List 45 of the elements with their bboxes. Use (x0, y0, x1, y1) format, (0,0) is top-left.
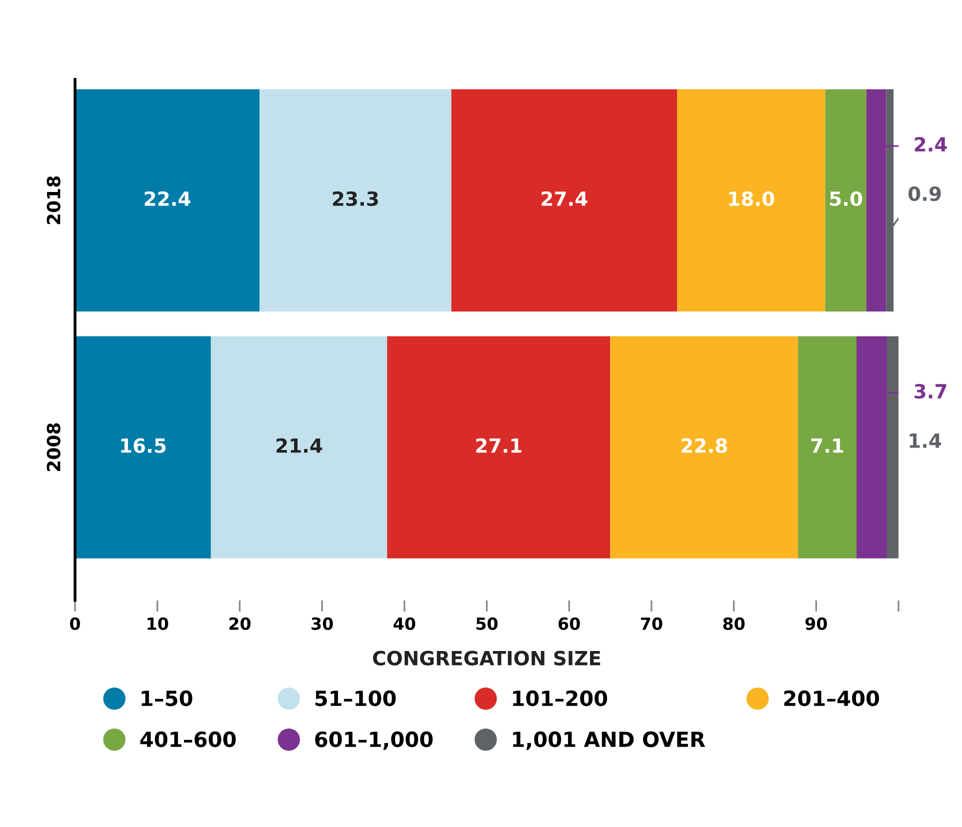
bar (451, 89, 677, 312)
data-label: 16.5 (121, 438, 166, 453)
data-label: 22.8 (682, 438, 727, 453)
data-label: 3.7 (914, 384, 946, 399)
data-label: 1.4 (910, 434, 942, 448)
data-label: 2.4 (914, 136, 947, 152)
data-label: 0.9 (908, 186, 941, 202)
data-label: 5.0 (830, 191, 862, 206)
bar (259, 89, 452, 312)
x-tick-label: 60 (558, 617, 580, 630)
bar (825, 89, 866, 312)
legend-title: CONGREGATION SIZE (373, 650, 600, 666)
x-tick-label: 70 (640, 617, 662, 630)
legend-label: 601–1,000 (315, 731, 433, 750)
x-tick-label: 30 (312, 617, 333, 630)
data-label: 23.3 (332, 191, 378, 206)
bar (886, 336, 899, 558)
bar (75, 89, 260, 312)
x-tick-label: 40 (394, 617, 416, 630)
x-tick-label: 90 (805, 617, 827, 630)
bar (210, 336, 388, 558)
x-tick-label: 0 (70, 617, 80, 630)
data-label: 27.1 (476, 438, 522, 453)
bar (387, 336, 610, 558)
legend-label: 1–50 (142, 690, 192, 706)
legend-label: 201–400 (784, 690, 880, 706)
data-label: 7.1 (811, 438, 844, 453)
data-label: 18.0 (729, 191, 774, 206)
bar (75, 336, 211, 558)
data-label: 27.4 (542, 191, 588, 206)
bar (676, 89, 826, 312)
y-tick-label: 2018 (46, 176, 60, 224)
data-label: 22.4 (144, 191, 190, 206)
bar (798, 336, 857, 558)
legend-label: 101–200 (513, 690, 608, 706)
x-tick-label: 50 (476, 617, 498, 630)
x-tick-label: 10 (148, 617, 168, 630)
legend-label: 401–600 (140, 731, 236, 748)
bar (610, 336, 798, 558)
x-tick-label: 80 (723, 617, 745, 630)
y-tick-label: 2008 (46, 423, 60, 472)
x-tick-label: 20 (229, 617, 251, 630)
legend-label: 51–100 (315, 690, 396, 706)
data-label: 21.4 (276, 438, 322, 453)
legend-label: 1,001 AND OVER (513, 731, 706, 750)
